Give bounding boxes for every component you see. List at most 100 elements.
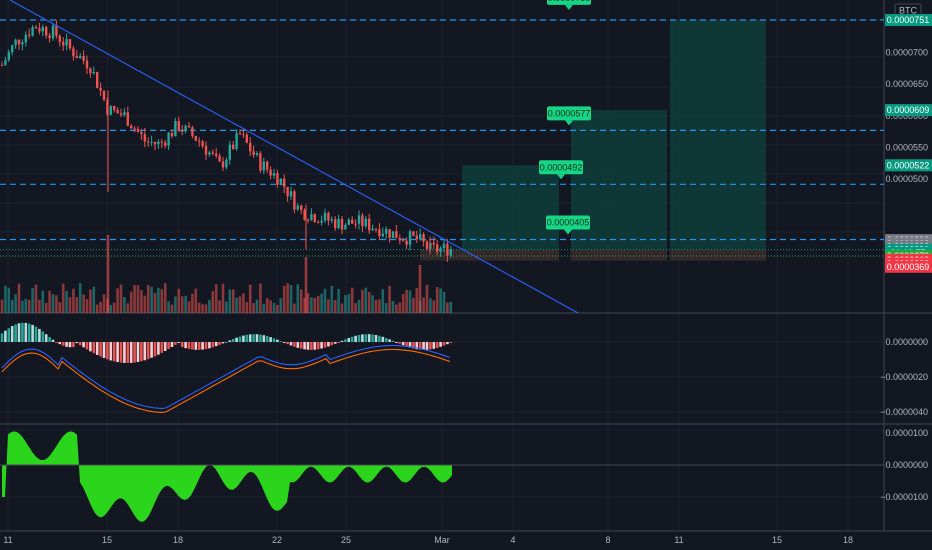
macd-histogram-bar [245, 334, 249, 342]
candle-body [286, 186, 289, 197]
macd-histogram-bar [174, 342, 177, 345]
volume-bar [99, 301, 102, 313]
candle-body [259, 153, 262, 171]
volume-bar [191, 293, 194, 313]
macd-histogram-bar [4, 330, 7, 342]
candle-body [65, 39, 68, 46]
macd-histogram-bar [228, 340, 232, 342]
volume-bar [146, 284, 150, 313]
target-label-text: 0.0000492 [540, 162, 583, 172]
candle-body [194, 135, 197, 141]
candle-body [306, 219, 310, 221]
volume-bar [126, 303, 130, 313]
volume-bar [408, 290, 412, 313]
volume-bar [140, 290, 143, 313]
volume-bar [299, 289, 303, 313]
candle-body [422, 234, 425, 242]
candle-body [113, 106, 116, 110]
candle-body [24, 34, 27, 43]
macd-histogram-bar [350, 336, 354, 342]
candle-body [272, 173, 276, 176]
macd-histogram-bar [238, 336, 242, 342]
volume-bar [238, 296, 242, 313]
candle-body [283, 178, 286, 187]
volume-bar [41, 290, 45, 313]
price-tag-text: 0.0000522 [887, 160, 930, 170]
volume-bar [211, 291, 215, 313]
volume-bar [51, 294, 55, 313]
candle-body [51, 25, 55, 39]
candle-body [153, 141, 157, 145]
volume-bar [344, 295, 347, 313]
macd-histogram-bar [51, 339, 55, 342]
price-tag-text: 0.0000369 [887, 262, 930, 272]
candle-body [228, 144, 231, 160]
macd-histogram-bar [425, 342, 429, 350]
candle-body [279, 178, 282, 185]
candle-body [123, 112, 126, 116]
volume-bar [395, 304, 398, 313]
candle-body [75, 56, 78, 59]
candle-body [320, 220, 323, 223]
oscillator-axis-label: −0.0000100 [880, 492, 928, 502]
candle-body [68, 39, 72, 49]
target-label-box [546, 215, 590, 230]
volume-bar [398, 302, 402, 313]
volume-bar [187, 301, 191, 313]
macd-histogram-bar [395, 342, 398, 343]
macd-histogram-bar [61, 342, 65, 346]
macd-histogram-bar [68, 342, 72, 348]
macd-histogram-bar [208, 342, 211, 349]
volume-bar [167, 301, 170, 313]
macd-histogram-bar [0, 333, 4, 342]
candle-body [408, 231, 412, 245]
target-label-2: 0.0000492 [539, 160, 583, 180]
macd-histogram-bar [442, 342, 446, 346]
volume-spike-0 [106, 235, 110, 313]
volume-bar [265, 298, 269, 313]
macd-histogram-bar [306, 342, 310, 350]
volume-bar [78, 283, 82, 313]
macd-histogram-bar [89, 342, 92, 352]
trend-line[interactable] [9, 0, 579, 314]
stop-zone-0 [462, 249, 559, 261]
candle-body [150, 141, 153, 143]
volume-bar [221, 283, 225, 313]
volume-bar [34, 284, 38, 313]
candle-body [184, 125, 187, 132]
target-zones [420, 20, 766, 261]
candle-body [412, 231, 415, 236]
target-label-text: 0.0000759 [548, 0, 591, 3]
price-candles [0, 20, 452, 262]
candle-body [102, 90, 106, 100]
time-axis-label: 25 [341, 535, 351, 545]
candle-body [293, 191, 296, 210]
time-axis-label: 18 [173, 535, 183, 545]
time-axis-label: 11 [674, 535, 683, 545]
time-axis-label: 18 [843, 535, 853, 545]
volume-bar [201, 304, 204, 313]
macd-histogram-bar [21, 322, 24, 342]
macd-histogram-bar [276, 339, 279, 342]
price-tag-0: 0.0000751 [885, 14, 932, 26]
candle-body [385, 229, 388, 234]
macd-histogram-bar [255, 334, 259, 342]
volume-bar [0, 299, 4, 313]
candle-body [340, 218, 344, 230]
macd-histogram-bar [327, 342, 330, 347]
stop-zone-2 [670, 249, 766, 261]
target-label-text: 0.0000577 [548, 108, 591, 118]
target-label-text: 0.0000405 [547, 218, 590, 228]
macd-histogram-bar [354, 335, 357, 342]
candle-body [374, 228, 378, 230]
volume-bar [10, 299, 14, 313]
candle-body [313, 214, 316, 223]
volume-bar [231, 289, 235, 313]
candle-body [289, 191, 293, 197]
candle-body [62, 41, 65, 46]
candle-body [276, 173, 279, 185]
macd-histogram-bar [184, 342, 187, 349]
price-tag-text: 0.0000609 [887, 105, 930, 115]
candle-body [419, 234, 422, 240]
